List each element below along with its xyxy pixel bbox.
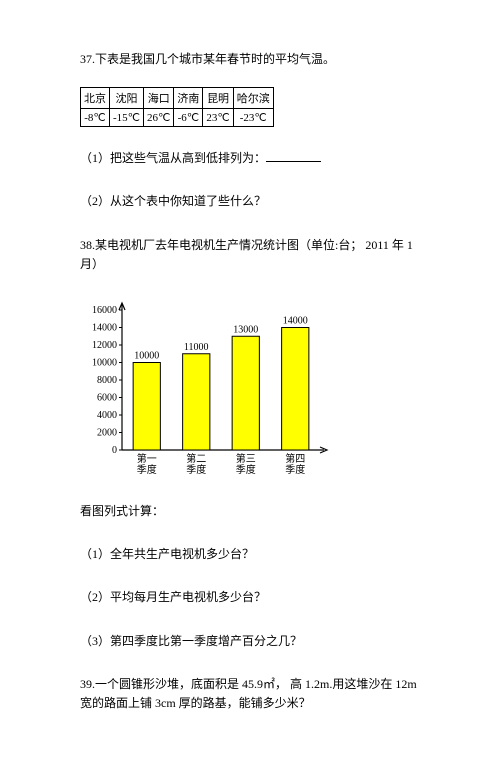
table-header-cell: 北京	[81, 88, 110, 109]
table-header-cell: 沈阳	[110, 88, 144, 109]
q38-title: 38.某电视机厂去年电视机生产情况统计图（单位:台； 2011 年 1 月）	[80, 236, 430, 274]
q37-sub1: （1）把这些气温从高到低排列为：	[80, 149, 430, 168]
q38-sub2: （2）平均每月生产电视机多少台？	[80, 588, 430, 607]
svg-text:13000: 13000	[233, 324, 258, 335]
svg-text:季度: 季度	[236, 463, 256, 476]
table-row: -8℃ -15℃ 26℃ -6℃ 23℃ -23℃	[81, 109, 274, 127]
table-row: 北京 沈阳 海口 济南 昆明 哈尔滨	[81, 88, 274, 109]
svg-text:季度: 季度	[137, 463, 157, 476]
svg-text:第一: 第一	[137, 452, 157, 465]
table-cell: -6℃	[174, 109, 203, 127]
svg-text:8000: 8000	[97, 375, 117, 386]
svg-text:第四: 第四	[285, 452, 305, 465]
svg-text:6000: 6000	[97, 392, 117, 403]
table-cell: -23℃	[233, 109, 273, 127]
svg-text:16000: 16000	[92, 305, 117, 316]
svg-text:第二: 第二	[186, 452, 206, 465]
q38-sub3: （3）第四季度比第一季度增产百分之几？	[80, 632, 430, 651]
svg-text:2000: 2000	[97, 427, 117, 438]
q39-title: 39.一个圆锥形沙堆，底面积是 45.9㎡， 高 1.2m.用这堆沙在 12m …	[80, 675, 430, 713]
svg-text:第三: 第三	[236, 452, 256, 465]
svg-text:季度: 季度	[186, 463, 206, 476]
svg-text:0: 0	[112, 445, 117, 456]
svg-text:4000: 4000	[97, 410, 117, 421]
q37-sub1-text: （1）把这些气温从高到低排列为：	[80, 151, 266, 165]
q38-after: 看图列式计算：	[80, 502, 430, 521]
table-header-cell: 哈尔滨	[233, 88, 273, 109]
table-header-cell: 济南	[174, 88, 203, 109]
q37-table: 北京 沈阳 海口 济南 昆明 哈尔滨 -8℃ -15℃ 26℃ -6℃ 23℃ …	[80, 87, 274, 127]
answer-blank[interactable]	[266, 150, 321, 162]
svg-text:14000: 14000	[92, 322, 117, 333]
svg-text:10000: 10000	[92, 357, 117, 368]
svg-text:12000: 12000	[92, 340, 117, 351]
svg-text:14000: 14000	[283, 315, 308, 326]
q38-bar-chart: 0 2000 4000 6000 8000 10000 12000 14000 16000 100…	[80, 292, 330, 482]
q38-sub1: （1）全年共生产电视机多少台？	[80, 545, 430, 564]
table-header-cell: 昆明	[203, 88, 233, 109]
q37-title: 37.下表是我国几个城市某年春节时的平均气温。	[80, 50, 430, 69]
table-header-cell: 海口	[144, 88, 174, 109]
svg-text:10000: 10000	[134, 350, 159, 361]
svg-text:季度: 季度	[285, 463, 305, 476]
table-cell: -8℃	[81, 109, 110, 127]
table-cell: 23℃	[203, 109, 233, 127]
svg-text:11000: 11000	[184, 342, 209, 353]
table-cell: -15℃	[110, 109, 144, 127]
table-cell: 26℃	[144, 109, 174, 127]
q37-sub2: （2）从这个表中你知道了些什么？	[80, 192, 430, 211]
